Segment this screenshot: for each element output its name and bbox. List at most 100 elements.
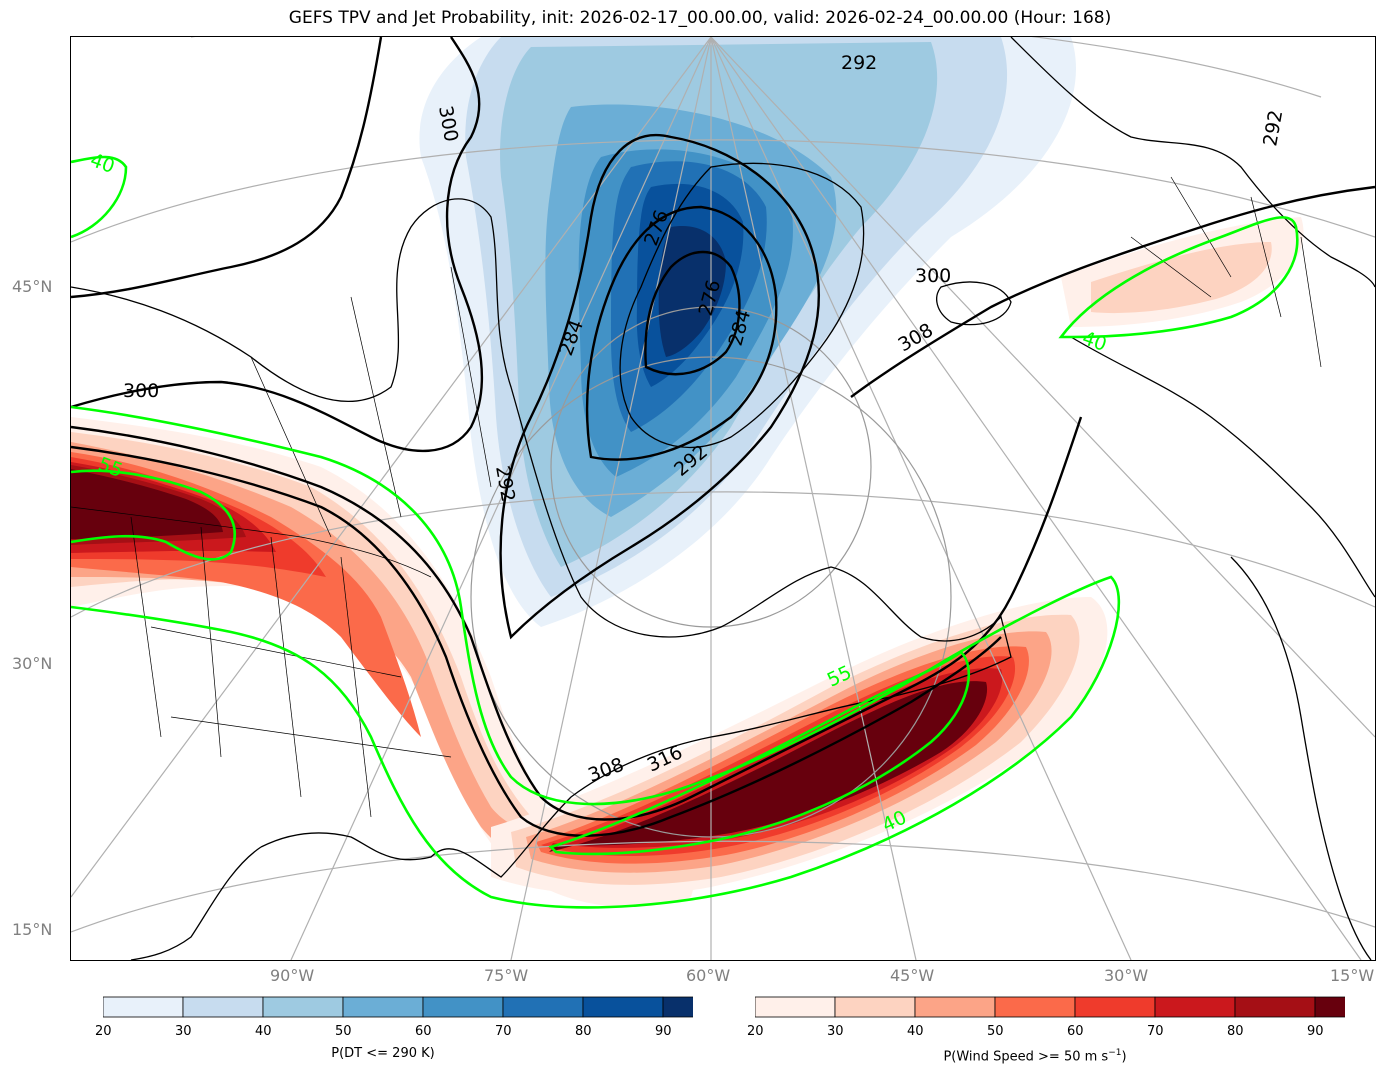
map-canvas: 300 300 300 308 308 316 292 292 292 276 … [71, 37, 1375, 960]
theta-label-292-c: 292 [841, 52, 877, 74]
theta-label-300-b: 300 [915, 265, 951, 287]
coastlines [71, 37, 1375, 960]
map-panel: 300 300 300 308 308 316 292 292 292 276 … [70, 36, 1376, 961]
colorbar-dt-segment [182, 996, 264, 1018]
jet-contour-55-atl [548, 650, 971, 856]
lon-label-45w: 45°W [890, 966, 935, 985]
border-states-1 [130, 516, 162, 738]
lon-label-15w: 15°W [1330, 966, 1375, 985]
coast-gulf [130, 846, 262, 960]
colorbar-dt-segment [342, 996, 424, 1018]
colorbar-wind-segment [914, 996, 996, 1018]
graticule-lon-0 [710, 37, 1375, 738]
jet-atlantic-shading [491, 597, 1108, 896]
jet-europe-shading [1061, 217, 1304, 327]
lon-label-75w: 75°W [484, 966, 529, 985]
colorbar-dt-tick: 40 [255, 1024, 272, 1039]
coast-europe [1010, 37, 1375, 288]
theta-label-292-d: 292 [1259, 108, 1287, 148]
colorbar-dt-tick: 70 [495, 1024, 512, 1039]
colorbar-dt-segment [662, 996, 754, 1018]
colorbar-dt-tick: 90 [655, 1024, 672, 1039]
theta-contour-300-east [850, 185, 1375, 398]
lat-label-45n: 45°N [12, 277, 53, 296]
theta-contour-308 [71, 416, 1083, 821]
jet-contour-40-europe [1058, 216, 1299, 339]
jet-label-40-nw: 40 [87, 149, 117, 178]
theta-contour-316 [71, 445, 1002, 837]
lat-label-15n: 15°N [12, 920, 53, 939]
colorbar-dt-segment [262, 996, 344, 1018]
graticule-lon-90w [290, 37, 712, 960]
lon-label-60w: 60°W [686, 966, 731, 985]
coast-greenland [619, 162, 865, 449]
graticule [71, 37, 1375, 960]
jet-contour-55-west [71, 469, 236, 561]
colorbar-wind-segment [834, 996, 916, 1018]
theta-contour-292-outer [499, 133, 821, 640]
colorbar-dt-tick: 20 [95, 1024, 112, 1039]
colorbar-wind-segment [1234, 996, 1316, 1018]
colorbar-dt-tick: 80 [575, 1024, 592, 1039]
colorbar-dt-segment [582, 996, 664, 1018]
theta-contour-300-mid [71, 37, 484, 453]
colorbar-wind-label-text: P(Wind Speed >= 50 m s [943, 1049, 1109, 1065]
colorbar-wind-tick: 40 [907, 1024, 924, 1039]
coast-europe-south [1070, 336, 1375, 598]
jet-contour-40-nw [71, 155, 128, 239]
colorbar-wind-tick: 70 [1147, 1024, 1164, 1039]
colorbar-wind-label: P(Wind Speed >= 50 m s−1) [755, 1048, 1315, 1064]
colorbar-wind-label-sup: −1 [1108, 1048, 1122, 1058]
theta-contour-300-west [71, 37, 383, 299]
colorbar-wind-tick: 30 [827, 1024, 844, 1039]
colorbar-dt-segment [502, 996, 584, 1018]
lat-label-30n: 30°N [12, 654, 53, 673]
colorbar-wind-segment [754, 996, 836, 1018]
graticule-lon-75w [510, 37, 712, 960]
graticule-lon-105w [71, 37, 712, 898]
graticule-lon-30w [710, 37, 1132, 960]
graticule-circle-inner [550, 306, 872, 628]
coast-africa [1230, 556, 1372, 960]
colorbar-wind-segment [1154, 996, 1236, 1018]
colorbar-wind-tick: 60 [1067, 1024, 1084, 1039]
theta-label-308-a: 308 [895, 319, 937, 356]
colorbar-dt-segment [102, 996, 184, 1018]
colorbar-dt-tick: 50 [335, 1024, 352, 1039]
border-states-2 [200, 526, 222, 758]
theta-contour-284 [585, 205, 778, 461]
graticule-circle [470, 356, 952, 838]
border-states-5 [150, 626, 402, 678]
border-states-3 [270, 536, 302, 798]
colorbar-wind-segment [1314, 996, 1400, 1018]
jet-eur-shade-30 [1091, 242, 1272, 314]
lon-label-30w: 30°W [1104, 966, 1149, 985]
colorbar-dt-label: P(DT <= 290 K) [331, 1046, 435, 1061]
theta-contour-276 [644, 250, 741, 376]
colorbar-dt-tick: 60 [415, 1024, 432, 1039]
jet-contours [71, 155, 1299, 909]
graticule-lon-15w [710, 37, 1362, 960]
tpv-shade-90 [658, 226, 726, 357]
colorbar-dt-segment [422, 996, 504, 1018]
colorbar-wind: 20 30 40 50 60 70 80 90 P(Wind Speed >= 50 m s−… [747, 996, 1400, 1066]
colorbar-wind-tick: 90 [1307, 1024, 1324, 1039]
colorbar-dt-bar [102, 996, 754, 1018]
colorbar-wind-bar [754, 996, 1400, 1018]
colorbar-dt-tick: 30 [175, 1024, 192, 1039]
graticule-lat-60 [191, 37, 1322, 98]
colorbar-wind-tick: 50 [987, 1024, 1004, 1039]
chart-title: GEFS TPV and Jet Probability, init: 2026… [288, 8, 1112, 28]
colorbar-dt: 20 30 40 50 60 70 80 90 P(DT <= 290 K) [95, 996, 754, 1066]
colorbar-wind-label-end: ) [1121, 1049, 1127, 1065]
jet-label-40-europe: 40 [1079, 327, 1109, 356]
lon-label-90w: 90°W [270, 966, 315, 985]
coast-iceland [936, 281, 1012, 326]
colorbar-wind-tick: 20 [747, 1024, 764, 1039]
colorbar-wind-segment [994, 996, 1076, 1018]
theta-label-300-a: 300 [123, 380, 159, 402]
border-states-4 [340, 556, 372, 818]
jet-contour-40-west [71, 405, 1121, 909]
coast-north-america [71, 198, 1012, 878]
colorbar-wind-segment [1074, 996, 1156, 1018]
